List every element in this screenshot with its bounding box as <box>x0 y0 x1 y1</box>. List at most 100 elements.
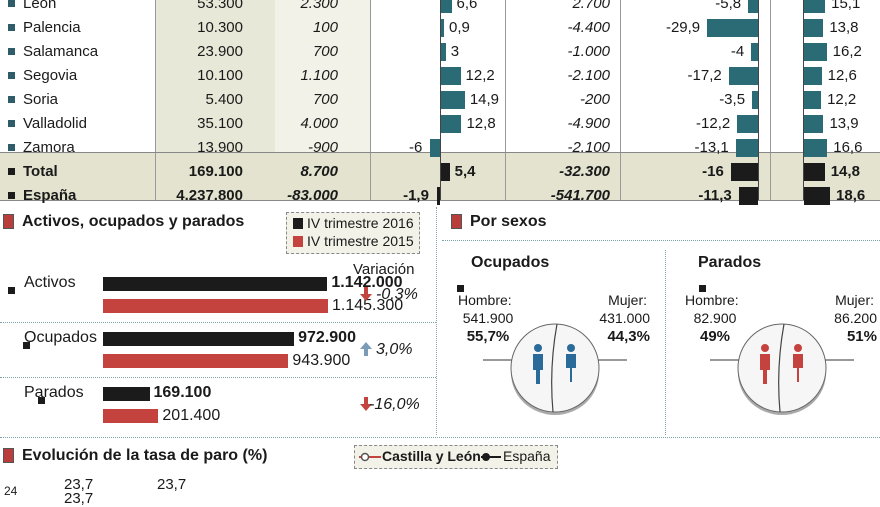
sex-pie <box>483 323 627 415</box>
interannual-label: -4 <box>730 43 745 60</box>
row-bullet-icon <box>8 167 15 175</box>
row-bullet-icon <box>8 23 15 31</box>
interannual-label: -5,8 <box>715 0 742 12</box>
castilla-leon-legend-label: Castilla y León <box>382 448 481 464</box>
var-pct-label: 6,6 <box>456 0 478 12</box>
section-marker-icon <box>3 214 14 229</box>
var-pct-bar <box>441 19 444 37</box>
line-axis-label: 24 <box>4 484 18 498</box>
var-pct-bar <box>441 163 450 181</box>
rate-bar <box>804 187 831 205</box>
interannual-value: 2.700 <box>572 0 610 12</box>
var-abs-value: -83.000 <box>287 187 338 204</box>
interannual-label: -29,9 <box>665 19 701 36</box>
table-row: Palencia 10.300 100 0,9 -4.400 -29,9 13,8 <box>0 16 880 40</box>
interannual-value: -2.100 <box>567 139 610 156</box>
woman-icon <box>566 344 576 382</box>
row-name: Total <box>8 160 58 184</box>
table-row: León 53.300 2.300 6,6 2.700 -5,8 15,1 <box>0 0 880 16</box>
rate-bar <box>804 67 822 85</box>
var-pct-label: 3 <box>450 43 460 60</box>
woman-icon <box>793 344 803 382</box>
bar-2015 <box>103 299 328 313</box>
rate-label: 14,8 <box>830 163 860 180</box>
parados-value: 53.300 <box>197 0 243 12</box>
row-name: Salamanca <box>8 40 98 64</box>
value-2016: 1.142.000 <box>331 274 403 291</box>
parados-value: 10.300 <box>197 19 243 36</box>
rate-bar <box>804 43 827 61</box>
bullet-icon <box>457 285 464 293</box>
row-name: Palencia <box>8 16 81 40</box>
mujer-value: 86.200 <box>834 310 877 326</box>
arrow-up-icon <box>360 342 372 361</box>
espana-legend-icon <box>481 453 501 461</box>
rate-bar <box>804 163 825 181</box>
pie-face <box>510 323 600 413</box>
interannual-label: -17,2 <box>687 67 722 84</box>
variation-header: Variación <box>353 261 415 278</box>
legend-swatch-2016 <box>293 218 303 229</box>
var-pct-label: -1,9 <box>403 187 429 204</box>
interannual-bar <box>751 43 758 61</box>
value-2015: 1.145.300 <box>332 297 404 314</box>
rate-bar <box>804 19 824 37</box>
rate-bar <box>804 0 826 13</box>
parados-value: 5.400 <box>205 91 243 108</box>
sex-pie <box>710 323 854 415</box>
interannual-bar <box>730 163 758 181</box>
bar-2016 <box>103 387 150 401</box>
var-abs-value: 700 <box>312 43 338 60</box>
group-title: Ocupados <box>471 254 550 271</box>
castilla-leon-legend-icon <box>359 452 381 462</box>
interannual-label: -16 <box>702 163 724 180</box>
row-bullet-icon <box>8 119 15 127</box>
interannual-bar <box>735 139 758 157</box>
hombre-value: 82.900 <box>693 310 737 326</box>
rate-bar <box>804 139 828 157</box>
legend-label-2016: IV trimestre 2016 <box>307 215 414 231</box>
variation-value: -0,3% <box>376 286 418 303</box>
table-row: Valladolid 35.100 4.000 12,8 -4.900 -12,2 13,9 <box>0 112 880 136</box>
interannual-label: -12,2 <box>696 115 731 132</box>
category-label: Activos <box>24 274 76 291</box>
rate-bar <box>804 91 822 109</box>
interannual-bar <box>738 187 758 205</box>
var-abs-value: 700 <box>312 91 338 108</box>
interannual-value: -541.700 <box>550 187 610 204</box>
line-point-label: 23,7 <box>64 490 94 507</box>
mujer-pct: 44,3% <box>607 328 650 345</box>
legend-label-2015: IV trimestre 2015 <box>307 233 414 249</box>
row-bullet-icon <box>8 71 15 79</box>
var-abs-value: 2.300 <box>300 0 338 12</box>
man-icon <box>760 344 770 384</box>
var-pct-bar <box>441 43 446 61</box>
parados-value: 35.100 <box>197 115 243 132</box>
mujer-value: 431.000 <box>599 310 650 326</box>
value-2016: 169.100 <box>153 384 212 401</box>
var-pct-bar <box>441 0 452 13</box>
mujer-pct: 51% <box>846 328 877 345</box>
rate-label: 12,2 <box>827 91 857 108</box>
var-pct-bar <box>441 115 462 133</box>
var-abs-value: -900 <box>307 139 338 156</box>
pie-divider <box>778 323 785 413</box>
row-name: Zamora <box>8 136 75 160</box>
arrow-down-icon <box>360 397 372 416</box>
line-point-label: 23,7 <box>157 476 187 493</box>
arrow-down-icon <box>360 287 372 306</box>
table-row: Salamanca 23.900 700 3 -1.000 -4 16,2 <box>0 40 880 64</box>
rate-label: 18,6 <box>836 187 866 204</box>
interannual-value: -1.000 <box>567 43 610 60</box>
row-name: Soria <box>8 88 58 112</box>
rate-bar <box>804 115 824 133</box>
row-name: Valladolid <box>8 112 87 136</box>
interannual-label: -11,3 <box>698 187 732 204</box>
section-marker-icon <box>451 214 462 229</box>
var-abs-value: 4.000 <box>300 115 338 132</box>
row-name: Segovia <box>8 64 77 88</box>
hombre-pct: 49% <box>699 328 731 345</box>
hombre-label: Hombre: <box>458 292 512 308</box>
bar-2016 <box>103 277 328 291</box>
hombre-value: 541.900 <box>462 310 514 326</box>
